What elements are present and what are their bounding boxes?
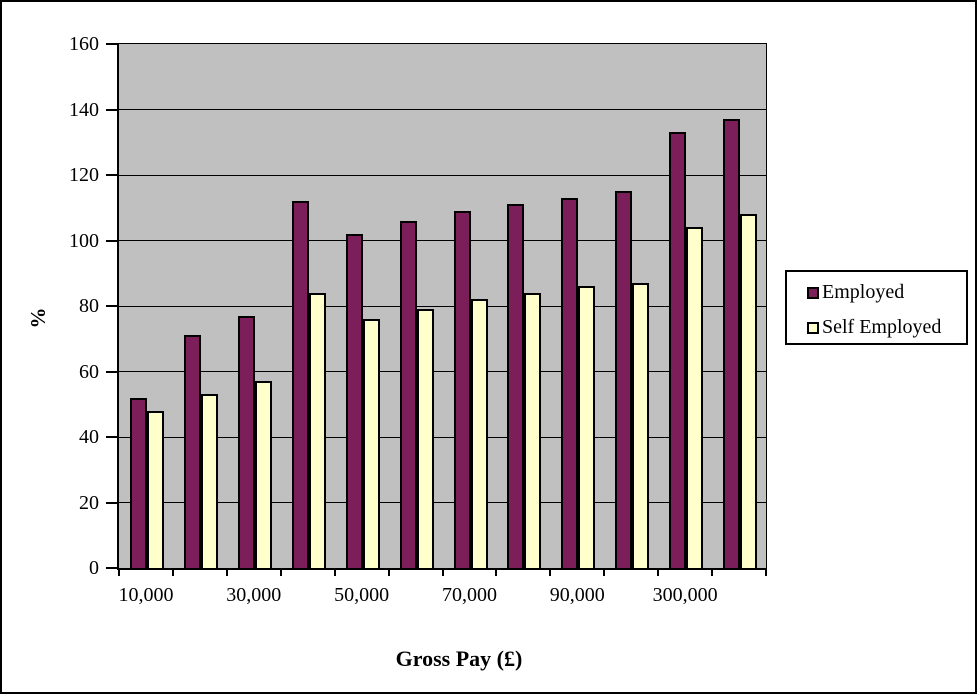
y-tick-label: 80 [79,295,99,317]
x-tick-label: 90,000 [549,584,605,606]
bar-self-employed [308,292,326,568]
x-tick [387,569,390,576]
gridline [119,502,766,503]
bar-employed [669,132,687,568]
gridline [119,240,766,241]
y-tick-label: 160 [69,33,99,55]
y-tick-label: 100 [69,229,99,252]
gridline [119,305,766,307]
y-tick-label: 20 [79,491,99,514]
bar-employed [453,211,471,568]
x-tick [118,569,120,576]
bar-self-employed [416,309,434,568]
x-tick [225,569,228,576]
plot-area [117,43,767,570]
bar-employed [130,397,147,568]
bar-self-employed [686,227,704,568]
x-tick [711,569,714,576]
y-tick [106,43,119,45]
x-tick-label: 300,000 [652,584,718,606]
bar-self-employed [740,214,758,568]
y-tick [106,239,119,242]
legend-item: Self Employed [807,316,957,340]
x-tick [657,569,660,576]
gridline [119,109,766,110]
bar-employed [291,201,309,568]
y-tick-label: 0 [89,557,99,579]
bar-employed [399,220,417,568]
legend-item: Employed [807,281,957,305]
x-tick [495,569,498,576]
x-tick [279,569,282,576]
bar-employed [723,119,741,568]
y-tick [106,567,119,569]
x-axis-title: Gross Pay (£) [395,646,523,671]
x-tick-label: 10,000 [118,584,174,606]
legend-label: Employed [822,281,905,303]
bar-self-employed [200,394,218,568]
bar-employed [561,197,579,568]
bar-self-employed [578,286,596,568]
legend-swatch-employed [807,287,819,299]
bar-self-employed [632,283,650,568]
y-tick-label: 40 [79,426,99,448]
bar-self-employed [362,319,380,568]
bar-employed [615,191,633,568]
y-tick-label: 140 [69,98,99,121]
x-tick-label: 30,000 [226,584,282,606]
x-tick [603,569,606,576]
y-tick [106,174,119,176]
x-tick [765,569,767,576]
x-tick [333,569,336,576]
bar-employed [237,315,255,568]
bar-employed [345,233,363,568]
x-tick [549,569,552,576]
legend-label: Self Employed [822,316,942,338]
bar-self-employed [470,299,488,568]
legend-swatch-self-employed [807,322,819,334]
bar-self-employed [524,292,542,568]
gridline [119,436,766,438]
y-tick [106,108,119,111]
y-tick-label: 60 [79,360,99,383]
x-tick [441,569,444,576]
y-tick [106,305,119,307]
bar-employed [183,335,201,568]
y-tick [106,436,119,438]
x-tick [171,569,174,576]
x-tick-label: 70,000 [441,584,497,606]
bar-self-employed [147,410,164,568]
y-tick-label: 120 [69,164,99,186]
gridline [119,174,766,176]
legend: Employed Self Employed [785,270,968,345]
y-tick [106,370,119,373]
bar-employed [507,204,525,568]
gridline [119,371,766,372]
x-tick-label: 50,000 [334,584,390,606]
bar-self-employed [254,381,272,568]
y-tick [106,501,119,504]
